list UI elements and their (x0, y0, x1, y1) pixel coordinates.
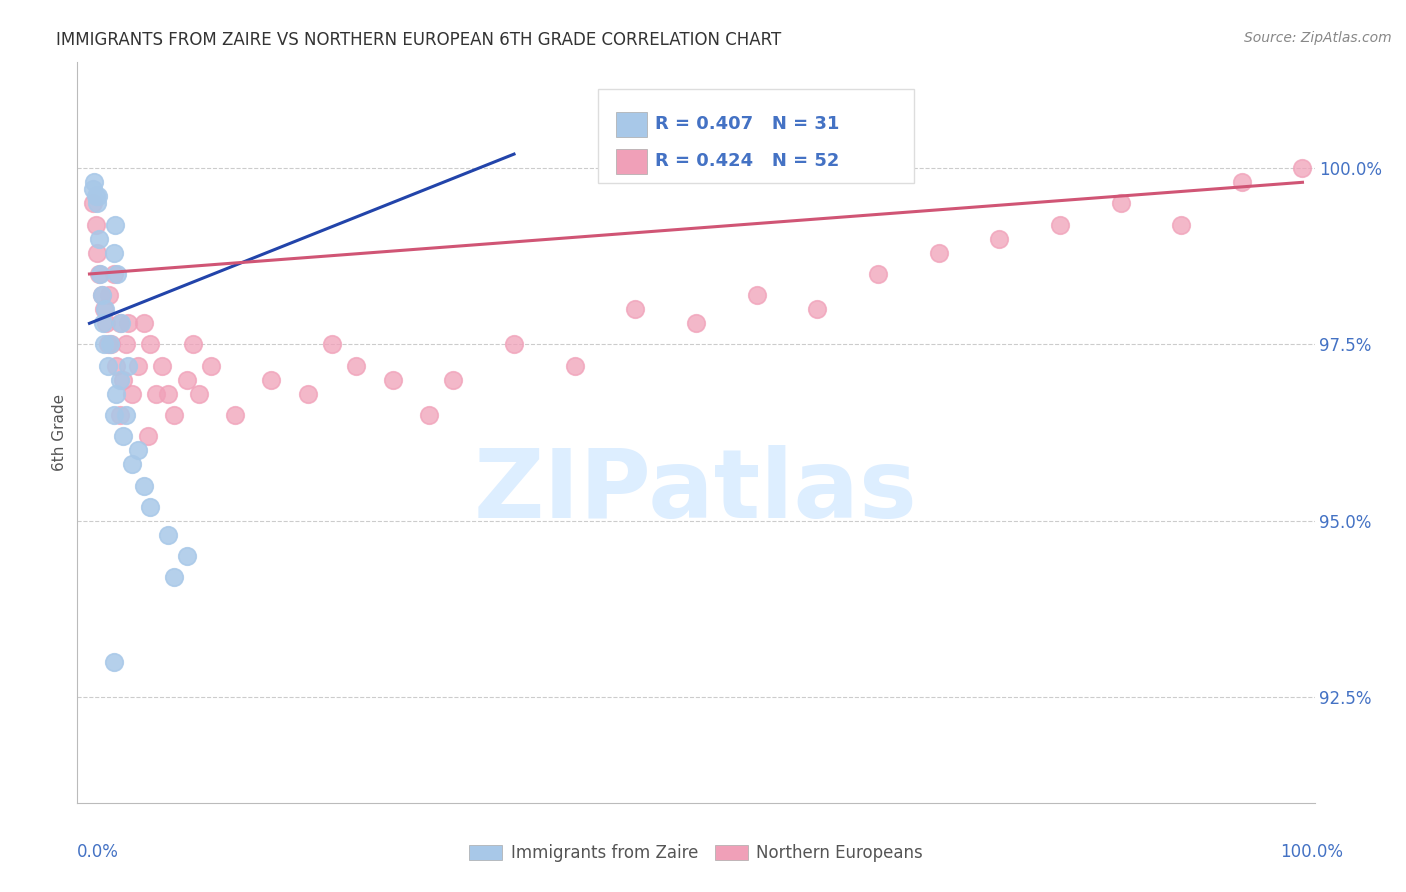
Point (105, 359, 128, 373)
Point (187, 387, 209, 401)
Point (91, 316, 114, 330)
Point (157, 387, 180, 401)
Point (685, 316, 707, 330)
Point (1049, 218, 1071, 232)
Point (163, 408, 186, 422)
Point (181, 337, 204, 351)
Point (89, 267, 111, 281)
Point (745, 288, 768, 302)
Point (176, 549, 198, 563)
Point (89, 232, 111, 246)
Point (84, 189, 107, 203)
Text: 0.0%: 0.0% (77, 843, 120, 861)
Text: R = 0.407   N = 31: R = 0.407 N = 31 (655, 115, 839, 133)
Point (1291, 161, 1313, 176)
Point (96, 316, 118, 330)
Point (94, 302, 117, 317)
Point (110, 316, 132, 330)
Point (297, 387, 319, 401)
Point (115, 408, 138, 422)
Point (86, 245, 108, 260)
Point (90, 288, 112, 302)
Point (127, 359, 149, 373)
Point (321, 337, 343, 351)
Point (1170, 218, 1192, 232)
Point (503, 337, 526, 351)
Point (139, 500, 162, 514)
Point (83, 175, 105, 189)
Point (132, 316, 155, 330)
Point (89, 267, 111, 281)
Point (145, 387, 167, 401)
Point (108, 373, 131, 387)
Point (112, 429, 135, 443)
Point (127, 443, 149, 458)
Point (624, 302, 647, 317)
Point (98, 337, 121, 351)
Point (806, 302, 828, 317)
Point (121, 458, 143, 472)
Point (97, 359, 120, 373)
Point (108, 316, 131, 330)
Point (82, 196, 104, 211)
Point (1230, 175, 1253, 189)
Point (93, 302, 115, 317)
Point (224, 408, 246, 422)
Point (564, 359, 586, 373)
Point (132, 478, 155, 492)
Point (93, 337, 115, 351)
Point (108, 408, 131, 422)
Point (103, 267, 125, 281)
Point (1109, 196, 1132, 211)
Text: ZIPatlas: ZIPatlas (474, 445, 918, 539)
Text: R = 0.424   N = 52: R = 0.424 N = 52 (655, 153, 839, 170)
Point (90, 288, 112, 302)
Point (381, 373, 404, 387)
Point (176, 373, 198, 387)
Point (115, 337, 138, 351)
Point (105, 267, 128, 281)
Point (988, 232, 1011, 246)
Point (103, 245, 125, 260)
Point (441, 373, 464, 387)
Point (344, 359, 367, 373)
Text: 100.0%: 100.0% (1279, 843, 1343, 861)
Point (928, 245, 950, 260)
Legend: Immigrants from Zaire, Northern Europeans: Immigrants from Zaire, Northern European… (463, 838, 929, 869)
Y-axis label: 6th Grade: 6th Grade (52, 394, 67, 471)
Point (87, 189, 110, 203)
Point (104, 218, 127, 232)
Point (112, 373, 135, 387)
Point (105, 387, 128, 401)
Point (418, 408, 440, 422)
Point (866, 267, 889, 281)
Point (97, 288, 120, 302)
Point (117, 359, 139, 373)
Point (82, 182, 104, 196)
Point (260, 373, 283, 387)
Point (136, 429, 159, 443)
Point (84, 218, 107, 232)
Point (103, 408, 125, 422)
Point (103, 655, 125, 669)
Point (139, 337, 162, 351)
Point (100, 337, 122, 351)
Point (163, 570, 186, 584)
Point (97, 337, 120, 351)
Point (121, 387, 143, 401)
Text: IMMIGRANTS FROM ZAIRE VS NORTHERN EUROPEAN 6TH GRADE CORRELATION CHART: IMMIGRANTS FROM ZAIRE VS NORTHERN EUROPE… (56, 31, 782, 49)
Point (117, 316, 139, 330)
Point (157, 528, 180, 542)
Point (150, 359, 173, 373)
Text: Source: ZipAtlas.com: Source: ZipAtlas.com (1244, 31, 1392, 45)
Point (200, 359, 222, 373)
Point (86, 196, 108, 211)
